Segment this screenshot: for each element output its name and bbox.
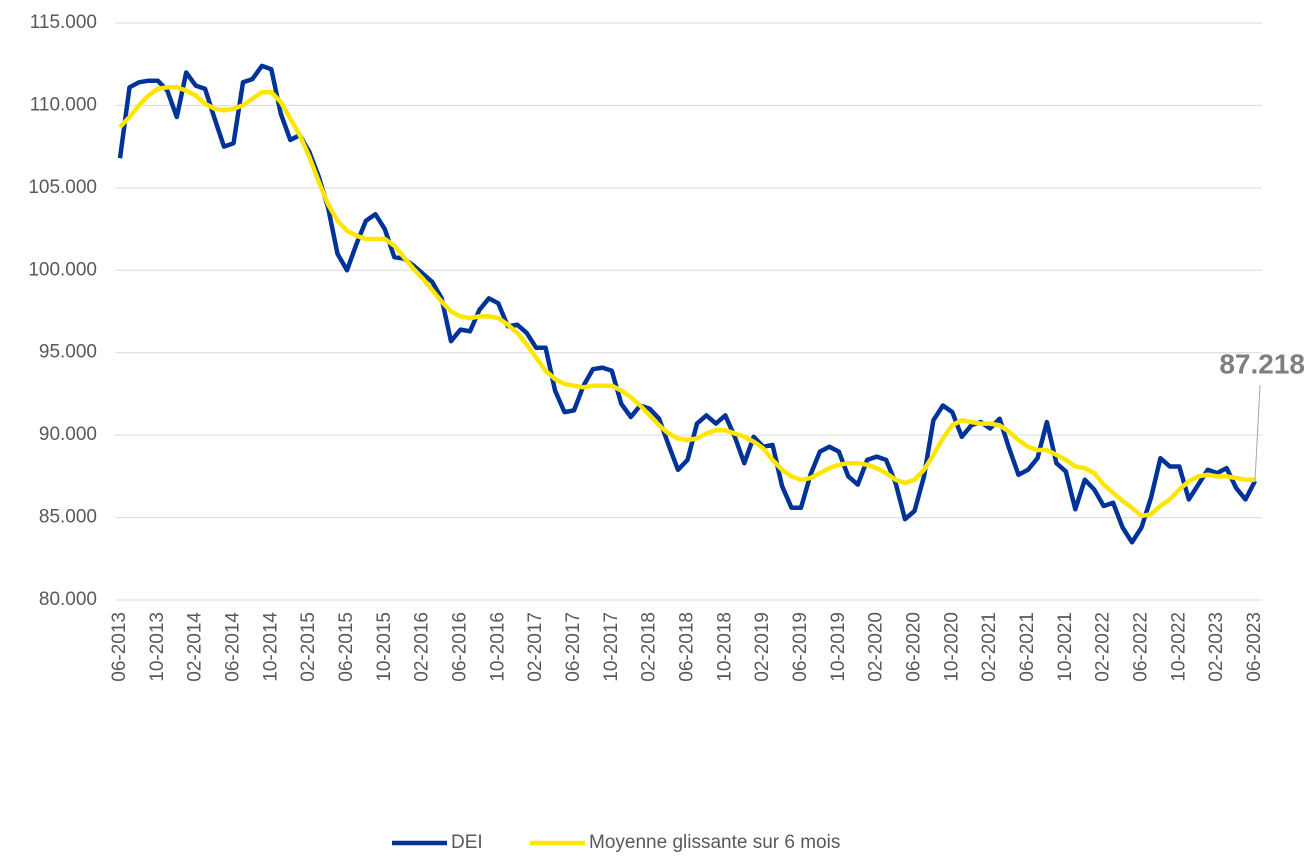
x-tick-label: 10-2021 [1055, 612, 1076, 682]
x-tick-label: 10-2018 [714, 612, 735, 682]
line-series [118, 85, 1255, 519]
x-tick-label: 06-2017 [563, 612, 584, 682]
y-tick-label: 110.000 [30, 94, 97, 115]
x-tick-label: 06-2013 [109, 612, 130, 682]
x-tick-label: 10-2013 [147, 612, 168, 682]
x-tick-label: 06-2021 [1017, 612, 1038, 682]
x-tick-label: 10-2015 [374, 612, 395, 682]
x-tick-label: 06-2020 [904, 612, 925, 682]
x-tick-label: 10-2020 [941, 612, 962, 682]
x-tick-label: 10-2022 [1168, 612, 1189, 682]
y-tick-label: 90.000 [39, 424, 97, 445]
x-tick-label: 06-2016 [450, 612, 471, 682]
line-series [117, 63, 1257, 545]
x-tick-label: 02-2019 [752, 612, 773, 682]
x-tick-label: 10-2016 [487, 612, 508, 682]
y-tick-label: 100.000 [28, 259, 97, 280]
x-tick-label: 02-2021 [979, 612, 1000, 682]
x-tick-label: 02-2023 [1206, 612, 1227, 682]
x-tick-label: 06-2022 [1131, 612, 1152, 682]
legend-label: DEI [451, 832, 483, 853]
y-tick-label: 85.000 [39, 507, 97, 528]
legend-label: Moyenne glissante sur 6 mois [589, 832, 840, 853]
data-label: 87.218 [1219, 348, 1305, 379]
x-tick-label: 06-2015 [336, 612, 357, 682]
y-tick-label: 95.000 [39, 342, 97, 363]
y-tick-label: 80.000 [39, 589, 97, 610]
x-tick-label: 06-2023 [1244, 612, 1265, 682]
x-tick-label: 02-2020 [866, 612, 887, 682]
x-tick-label: 10-2019 [828, 612, 849, 682]
x-tick-label: 02-2018 [639, 612, 660, 682]
y-tick-label: 105.000 [28, 177, 97, 198]
y-tick-label: 115.000 [30, 12, 97, 33]
x-tick-label: 02-2014 [185, 612, 206, 682]
x-tick-label: 06-2018 [677, 612, 698, 682]
x-tick-label: 02-2016 [412, 612, 433, 682]
x-tick-label: 02-2022 [1093, 612, 1114, 682]
annotation-leader [1254, 384, 1261, 482]
x-tick-label: 02-2017 [525, 612, 546, 682]
x-tick-label: 10-2017 [601, 612, 622, 682]
x-tick-label: 06-2019 [790, 612, 811, 682]
x-tick-label: 02-2015 [298, 612, 319, 682]
x-tick-label: 10-2014 [260, 612, 281, 682]
x-tick-label: 06-2014 [223, 612, 244, 682]
